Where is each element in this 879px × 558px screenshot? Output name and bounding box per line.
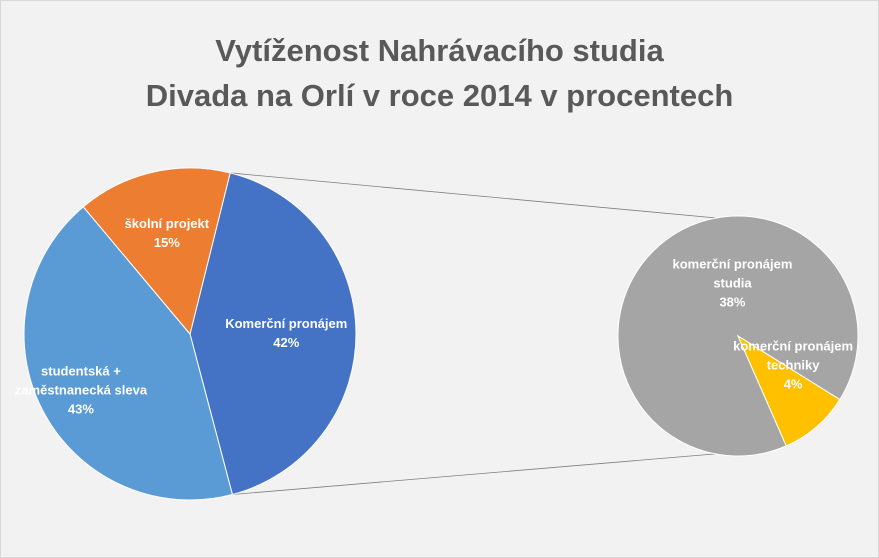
main-pie (23, 167, 357, 501)
chart-title-line-1: Vytíženost Nahrávacího studia (215, 33, 664, 68)
label-komercni-pronajem-techniky: komerční pronájem techniky 4% (733, 338, 853, 391)
slice-studentska-zamestnanecka-sleva (23, 206, 234, 501)
label-studentska-zamestnanecka-sleva: studentská + zaměstnanecká sleva 43% (15, 364, 148, 417)
slice-skolni-projekt (82, 167, 231, 336)
chart-title-line-2: Divada na Orlí v roce 2014 v procentech (145, 78, 734, 113)
label-komercni-pronajem: Komerční pronájem 42% (225, 316, 347, 350)
connector-line-bottom (232, 451, 739, 495)
connector-line-top (230, 172, 739, 221)
chart-title: Vytíženost Nahrávacího studia Divada na … (0, 28, 879, 118)
slice-komercni-pronajem (189, 172, 357, 496)
label-komercni-pronajem-studia: komerční pronájem studia 38% (673, 256, 793, 309)
connector-lines (230, 172, 739, 495)
label-skolni-projekt: školní projekt 15% (125, 216, 210, 250)
slice-komercni-pronajem-techniky (736, 334, 841, 447)
secondary-pie (617, 215, 859, 457)
data-labels: Komerční pronájem 42% studentská + zaměstna… (15, 216, 853, 416)
